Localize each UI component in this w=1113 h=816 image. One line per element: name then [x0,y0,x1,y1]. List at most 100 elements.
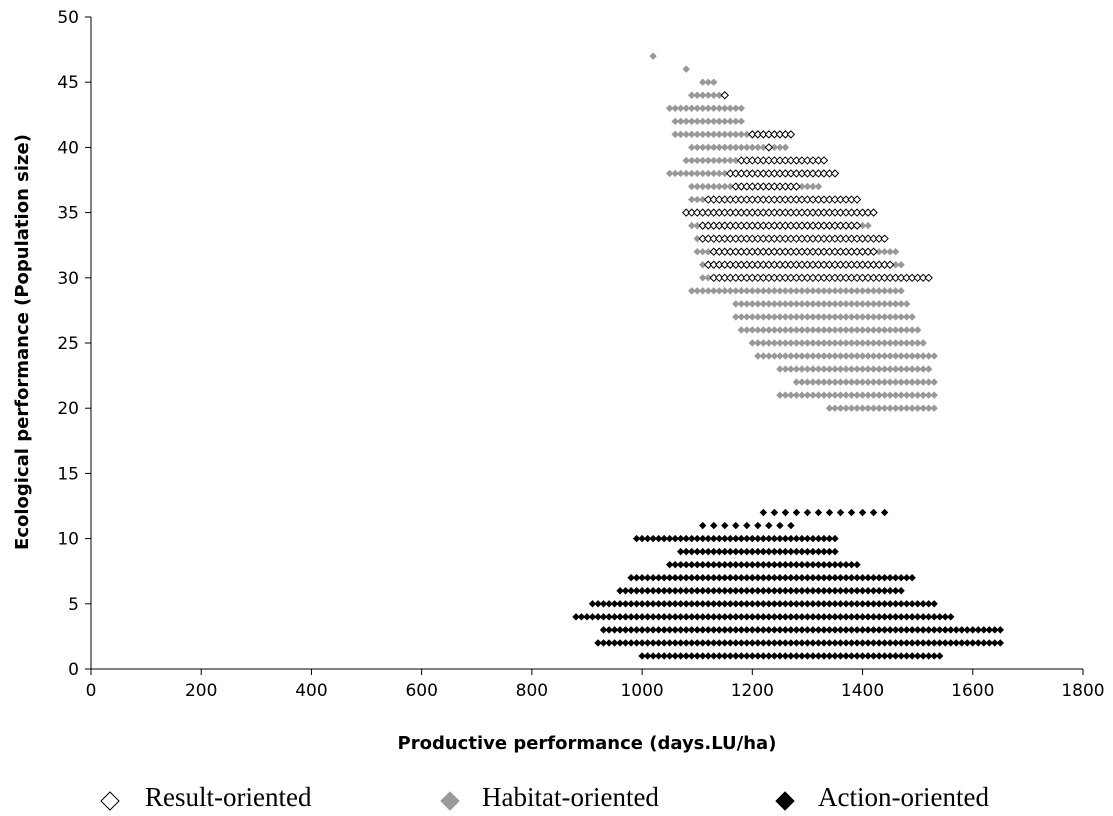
data-point [770,587,779,595]
data-point [847,260,856,269]
data-point [820,534,828,543]
data-point [765,313,773,321]
data-point [897,391,905,399]
data-point [908,574,916,582]
data-point [819,156,829,165]
data-point [699,287,707,295]
data-point [649,600,657,608]
data-point [836,326,845,334]
data-point [770,560,779,569]
data-point [880,365,889,373]
data-point [682,130,690,139]
data-point [841,221,851,230]
data-point [891,587,900,595]
data-point [897,600,905,608]
data-point [643,574,652,582]
data-point [847,391,856,399]
data-point [820,574,828,582]
data-point [726,234,735,243]
data-point [764,247,774,256]
data-point [775,260,785,269]
data-point [886,287,894,295]
data-point [726,182,734,191]
data-point [786,130,796,139]
data-point [831,587,839,595]
data-point [731,208,741,217]
data-point [798,287,806,295]
data-point [764,130,774,139]
data-point [886,613,894,621]
data-point [787,574,795,582]
data-point [902,652,911,660]
data-point [792,652,801,660]
data-point [809,626,817,634]
data-point [836,626,845,634]
data-point [710,587,718,595]
data-point [721,287,729,295]
data-point [830,195,840,204]
data-point [858,639,867,647]
data-point [836,652,845,660]
data-point [831,652,839,660]
data-point [726,247,735,256]
data-point [737,143,746,152]
data-point [599,613,608,621]
data-point [770,260,779,269]
y-tick-label: 5 [68,595,79,615]
data-point [715,221,724,230]
data-point [836,273,845,283]
data-point [787,534,795,543]
data-point [709,234,718,243]
data-point [869,613,878,621]
data-point [704,626,712,634]
data-point [732,547,740,556]
data-point [902,613,911,621]
data-point [875,248,883,256]
data-point [770,313,779,321]
data-point [759,273,768,283]
data-point [715,91,723,99]
data-point [814,326,823,334]
data-point [721,600,729,608]
data-point [632,626,641,634]
data-point [930,626,938,634]
data-point [787,587,795,595]
data-point [759,260,768,269]
data-point [704,156,712,165]
data-point [864,313,872,321]
data-point [781,574,790,582]
data-point [875,378,883,386]
data-point [726,626,734,634]
data-point [693,287,701,295]
data-point [831,326,839,334]
data-point [787,313,795,321]
data-point [754,300,762,308]
data-point [759,560,768,569]
data-point [599,626,608,634]
data-point [902,639,911,647]
data-point [732,560,740,569]
data-point [798,339,806,347]
data-point [830,260,840,269]
data-point [699,639,707,647]
data-point [764,182,774,191]
data-point [688,156,696,165]
data-point [820,639,828,647]
data-point [880,326,889,334]
data-point [754,534,762,543]
data-point [776,352,784,360]
data-point [710,156,718,165]
data-point [704,547,712,556]
data-point [880,300,889,308]
data-point [638,652,646,660]
data-point [886,300,894,308]
data-point [715,195,724,204]
x-tick-label: 1800 [1061,681,1104,701]
data-point [952,626,960,634]
data-point [753,234,763,243]
data-point [864,600,872,608]
data-point [996,639,1005,647]
data-point [825,221,834,230]
data-point [798,613,806,621]
data-point [732,613,740,621]
